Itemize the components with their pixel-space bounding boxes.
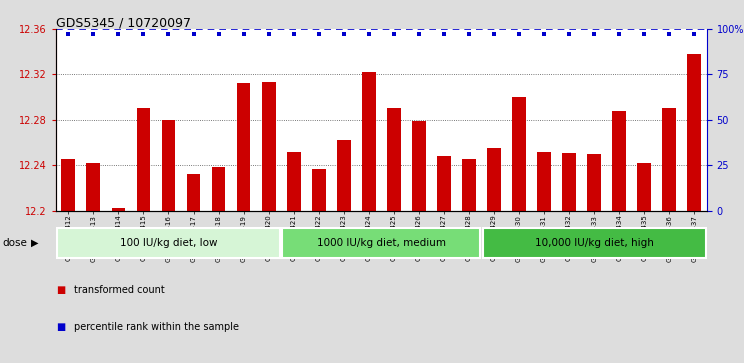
Bar <box>662 109 676 211</box>
Bar <box>312 168 326 211</box>
Bar <box>211 167 225 211</box>
Text: GDS5345 / 10720097: GDS5345 / 10720097 <box>56 16 190 29</box>
Text: 10,000 IU/kg diet, high: 10,000 IU/kg diet, high <box>535 238 653 248</box>
Bar <box>462 159 476 211</box>
Bar <box>412 121 426 211</box>
Bar <box>62 159 75 211</box>
Text: ■: ■ <box>56 285 65 295</box>
Bar <box>262 82 275 211</box>
Bar <box>437 156 451 211</box>
Bar <box>286 151 301 211</box>
Bar <box>687 54 701 211</box>
Bar <box>337 140 350 211</box>
Text: ▶: ▶ <box>31 238 39 248</box>
FancyBboxPatch shape <box>283 228 480 258</box>
Bar <box>112 208 125 211</box>
Bar <box>562 153 576 211</box>
Bar <box>137 109 150 211</box>
Text: dose: dose <box>2 238 27 248</box>
Bar <box>161 120 176 211</box>
Bar <box>487 148 501 211</box>
FancyBboxPatch shape <box>57 228 280 258</box>
Bar <box>237 83 251 211</box>
Text: transformed count: transformed count <box>74 285 165 295</box>
Bar <box>187 174 200 211</box>
Bar <box>587 154 601 211</box>
Text: percentile rank within the sample: percentile rank within the sample <box>74 322 240 332</box>
Bar <box>537 151 551 211</box>
Bar <box>638 163 651 211</box>
Text: ■: ■ <box>56 322 65 332</box>
Bar <box>612 111 626 211</box>
Bar <box>86 163 100 211</box>
Bar <box>512 97 526 211</box>
Text: 100 IU/kg diet, low: 100 IU/kg diet, low <box>120 238 217 248</box>
Bar <box>387 109 401 211</box>
Text: 1000 IU/kg diet, medium: 1000 IU/kg diet, medium <box>317 238 446 248</box>
FancyBboxPatch shape <box>483 228 705 258</box>
Bar <box>362 72 376 211</box>
